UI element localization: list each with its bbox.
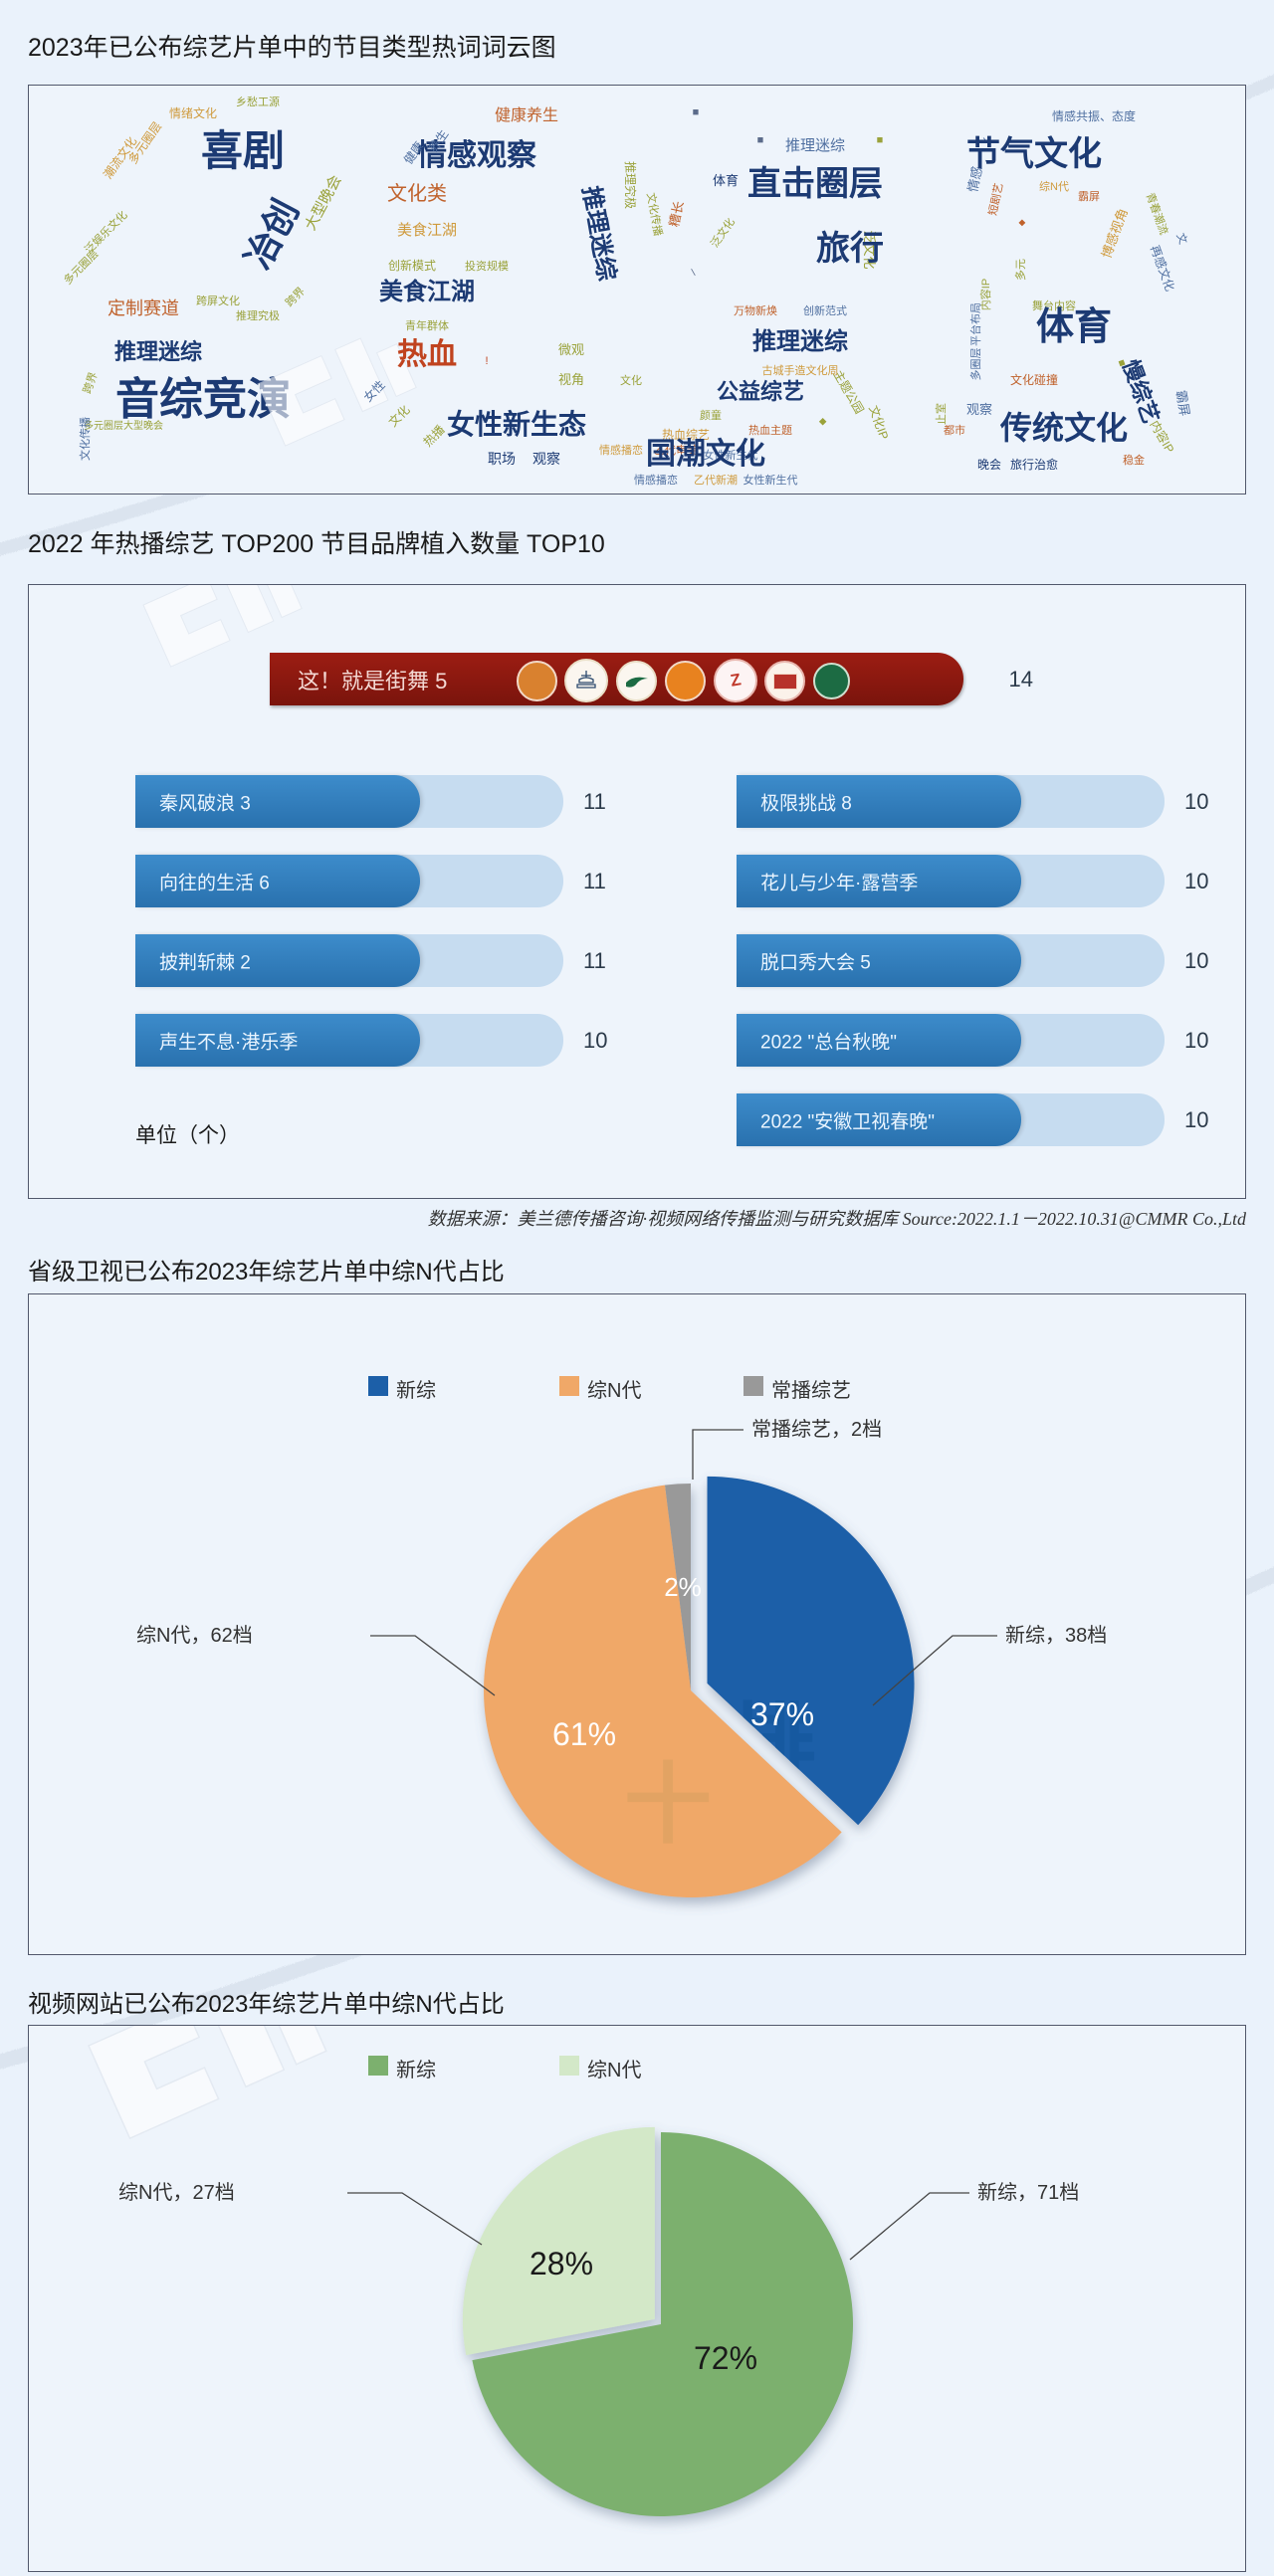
svg-text:61%: 61% <box>552 1716 616 1752</box>
svg-text:乙代新潮: 乙代新潮 <box>694 473 738 487</box>
svg-text:/: / <box>689 268 699 278</box>
svg-text:喜剧: 喜剧 <box>201 127 285 174</box>
svg-text:节气文化: 节气文化 <box>966 135 1102 173</box>
svg-text:■: ■ <box>757 134 764 146</box>
svg-text:直击圈层: 直击圈层 <box>747 165 883 203</box>
svg-text:文化传播: 文化传播 <box>78 417 92 461</box>
svg-text:霸屏: 霸屏 <box>1173 389 1192 417</box>
svg-text:推理迷综: 推理迷综 <box>577 184 621 283</box>
svg-text:止室: 止室 <box>934 403 948 425</box>
svg-text:内容IP: 内容IP <box>1148 418 1178 456</box>
svg-text:2%: 2% <box>664 1572 702 1602</box>
svg-text:颜童: 颜童 <box>700 408 722 422</box>
svg-text:万物新焕: 万物新焕 <box>734 303 777 317</box>
svg-text:推理迷综: 推理迷综 <box>752 327 848 355</box>
svg-text:多元圈层: 多元圈层 <box>61 247 102 288</box>
svg-text:■: ■ <box>816 415 829 428</box>
svg-text:跨屏文化: 跨屏文化 <box>196 294 240 307</box>
svg-text:推理究极: 推理究极 <box>623 161 638 209</box>
svg-text:大型晚会: 大型晚会 <box>302 172 344 233</box>
svg-text:推理究极: 推理究极 <box>236 308 280 322</box>
svg-text:■: ■ <box>693 106 700 118</box>
svg-text:推理迷综: 推理迷综 <box>114 339 202 364</box>
svg-text:创新模式: 创新模式 <box>388 258 436 273</box>
svg-text:情感播恋: 情感播恋 <box>634 473 678 487</box>
svg-text:旅行: 旅行 <box>816 230 884 268</box>
svg-text:体育: 体育 <box>1036 306 1112 348</box>
svg-text:72%: 72% <box>694 2340 757 2376</box>
svg-text:稳金: 稳金 <box>1123 453 1145 467</box>
svg-text:霸屏: 霸屏 <box>1078 190 1100 203</box>
svg-text:视角: 视角 <box>558 372 584 387</box>
svg-text:旅行治愈: 旅行治愈 <box>1010 457 1058 472</box>
svg-text:综N代: 综N代 <box>1039 179 1069 193</box>
svg-text:泛文化: 泛文化 <box>708 215 738 250</box>
svg-text:文化: 文化 <box>620 373 642 387</box>
svg-text:热播: 热播 <box>421 423 448 450</box>
svg-text:■: ■ <box>877 134 884 146</box>
svg-text:投资规模: 投资规模 <box>465 259 509 273</box>
svg-text:传统文化: 传统文化 <box>999 410 1128 446</box>
svg-text:短剧艺: 短剧艺 <box>985 182 1006 217</box>
svg-text:情感共振、态度: 情感共振、态度 <box>1052 108 1136 123</box>
svg-text:定制赛道: 定制赛道 <box>107 298 179 318</box>
svg-text:文化类: 文化类 <box>387 182 447 205</box>
svg-text:都市: 都市 <box>944 423 965 437</box>
svg-text:情绪文化: 情绪文化 <box>169 105 217 120</box>
svg-text:主题公园: 主题公园 <box>830 368 866 417</box>
svg-text:文: 文 <box>1173 231 1190 246</box>
svg-text:常播综艺，2档: 常播综艺，2档 <box>751 1418 882 1441</box>
svg-text:微观: 微观 <box>558 342 584 357</box>
svg-text:泛娱乐文化: 泛娱乐文化 <box>82 208 130 257</box>
svg-text:热血: 热血 <box>397 338 457 371</box>
svg-text:跨界: 跨界 <box>283 285 308 309</box>
svg-text:■: ■ <box>1016 217 1028 229</box>
svg-text:十: 十 <box>624 1755 712 1854</box>
svg-text:职场: 职场 <box>488 451 516 467</box>
svg-text:平台布局: 平台布局 <box>968 302 982 346</box>
svg-text:美食江湖: 美食江湖 <box>397 222 457 239</box>
svg-text:女性新生代: 女性新生代 <box>743 473 798 487</box>
svg-text:健康养生: 健康养生 <box>495 106 558 124</box>
svg-text:综N代，62档: 综N代，62档 <box>136 1624 253 1647</box>
svg-text:冶创: 冶创 <box>237 193 307 276</box>
svg-text:文化IP: 文化IP <box>866 403 892 441</box>
svg-text:青年群体: 青年群体 <box>405 318 449 332</box>
svg-text:热血主题: 热血主题 <box>748 423 792 437</box>
svg-text:新综，71档: 新综，71档 <box>977 2181 1079 2204</box>
svg-text:再感文化: 再感文化 <box>1148 243 1178 293</box>
svg-text:晚会: 晚会 <box>977 458 1001 472</box>
svg-text:美食江湖: 美食江湖 <box>379 278 475 305</box>
svg-text:国潮文化: 国潮文化 <box>646 437 765 471</box>
svg-text:青春潮流: 青春潮流 <box>1144 191 1171 237</box>
svg-text:乡愁工源: 乡愁工源 <box>236 95 280 108</box>
svg-text:多元圈层大型晚会: 多元圈层大型晚会 <box>84 419 163 432</box>
svg-text:多圈层: 多圈层 <box>968 348 982 381</box>
svg-text:博感视角: 博感视角 <box>1099 206 1131 260</box>
svg-text:多元: 多元 <box>1013 259 1027 281</box>
svg-text:观察: 观察 <box>532 451 560 467</box>
svg-text:37%: 37% <box>750 1696 814 1732</box>
svg-text:创新范式: 创新范式 <box>803 303 847 317</box>
svg-text:推理迷综: 推理迷综 <box>785 137 845 154</box>
svg-text:跨界: 跨界 <box>81 370 101 395</box>
svg-text:观察: 观察 <box>966 402 992 417</box>
svg-text:!: ! <box>485 355 488 367</box>
svg-text:28%: 28% <box>530 2246 593 2281</box>
svg-text:文化碰撞: 文化碰撞 <box>1010 372 1058 387</box>
svg-text:综N代，27档: 综N代，27档 <box>118 2181 235 2204</box>
svg-text:糟长: 糟长 <box>667 200 687 229</box>
svg-text:体育: 体育 <box>713 173 739 188</box>
svg-text:公益综艺: 公益综艺 <box>717 379 804 404</box>
svg-text:女性新生态: 女性新生态 <box>447 408 586 440</box>
svg-text:古城手造文化周: 古城手造文化周 <box>762 363 839 377</box>
svg-text:新综，38档: 新综，38档 <box>1005 1624 1107 1647</box>
svg-text:文化: 文化 <box>385 402 413 430</box>
svg-text:文化传播: 文化传播 <box>644 191 665 237</box>
svg-text:情感播恋: 情感播恋 <box>599 443 643 457</box>
